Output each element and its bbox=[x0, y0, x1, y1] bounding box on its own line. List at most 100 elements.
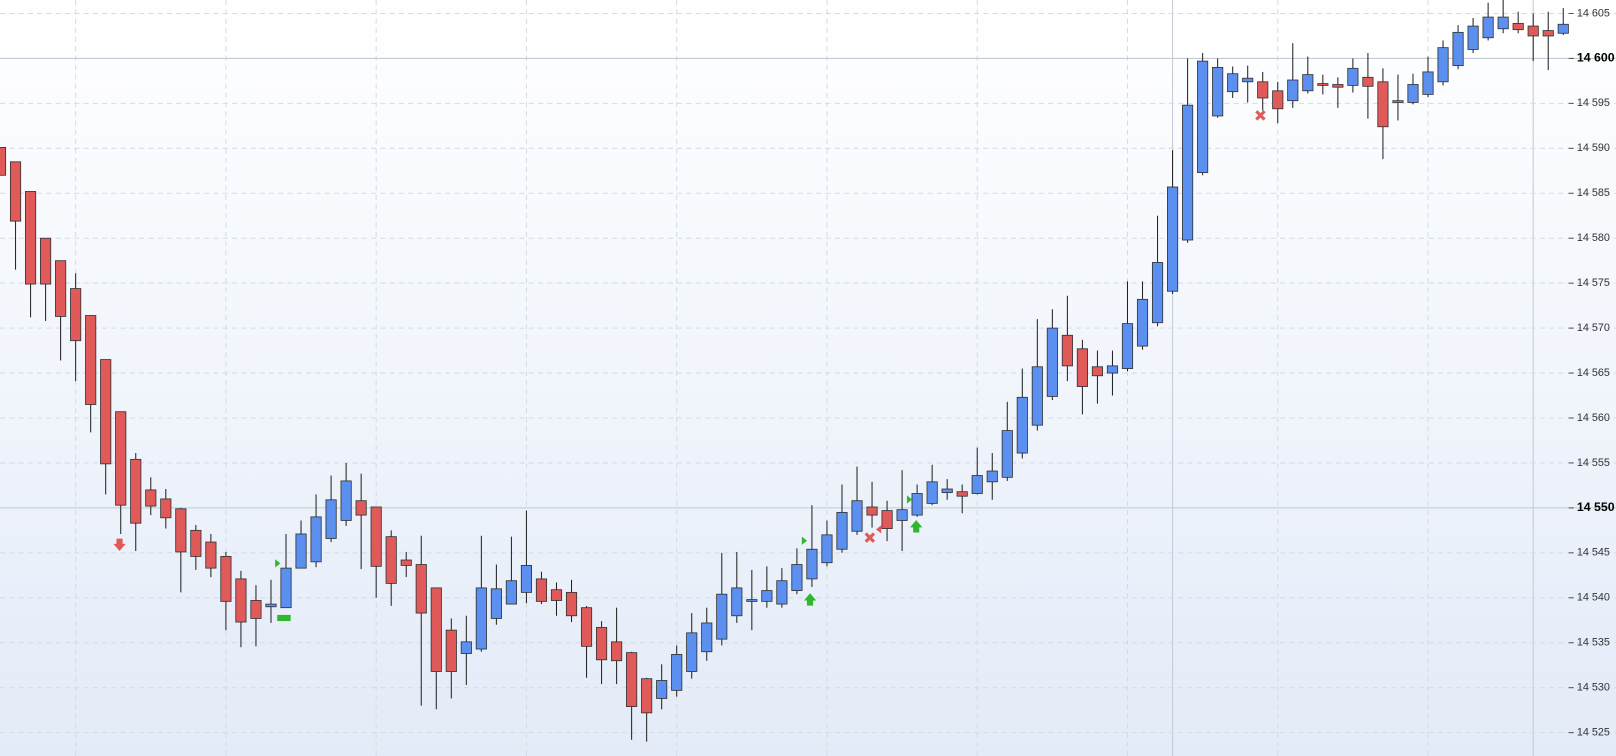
y-tick-label: 14 590 bbox=[1577, 142, 1610, 154]
candle-body bbox=[1182, 104, 1194, 241]
candle-body bbox=[611, 641, 623, 662]
candle-body bbox=[1151, 262, 1164, 324]
candle-body bbox=[1392, 100, 1404, 103]
signal-triangle bbox=[275, 559, 281, 568]
candle-body bbox=[1437, 47, 1449, 83]
candle-body bbox=[821, 534, 833, 564]
y-tick-label: 14 575 bbox=[1577, 277, 1610, 289]
candle-body bbox=[1287, 79, 1299, 102]
candle-body bbox=[731, 587, 743, 617]
candle-body bbox=[1497, 16, 1509, 30]
candle-body bbox=[475, 587, 487, 650]
buy-arrow bbox=[803, 593, 817, 606]
candle-body bbox=[926, 481, 938, 504]
candle-body bbox=[1557, 23, 1569, 34]
candle-body bbox=[596, 627, 608, 661]
y-tick-label: 14 570 bbox=[1577, 322, 1610, 334]
candle-body bbox=[1197, 60, 1209, 174]
candle-body bbox=[445, 629, 457, 672]
candle-body bbox=[55, 260, 67, 317]
candle-body bbox=[881, 510, 893, 529]
candle-body bbox=[160, 498, 172, 519]
candle-body bbox=[355, 500, 367, 516]
y-tick-label: 14 535 bbox=[1577, 637, 1610, 649]
candle-body bbox=[851, 500, 863, 532]
candle-body bbox=[1076, 348, 1088, 387]
candle-body bbox=[295, 533, 307, 569]
candle-body bbox=[145, 489, 157, 507]
candle-body bbox=[520, 565, 533, 593]
candle-body bbox=[415, 564, 427, 614]
candle-body bbox=[1482, 16, 1494, 39]
candle-body bbox=[250, 600, 262, 619]
candle-body bbox=[25, 191, 37, 285]
candle-body bbox=[1257, 81, 1269, 99]
candle-body bbox=[280, 567, 292, 609]
candle-body bbox=[1016, 396, 1028, 454]
candle-body bbox=[220, 556, 232, 602]
candle-body bbox=[776, 580, 788, 605]
candle-body bbox=[535, 578, 548, 602]
candle-body bbox=[1031, 366, 1043, 426]
y-tick-label: 14 550 bbox=[1577, 500, 1615, 514]
candle-body bbox=[460, 641, 472, 654]
candle-body bbox=[9, 161, 22, 222]
y-tick-label: 14 600 bbox=[1577, 51, 1615, 65]
exit-mark bbox=[1255, 110, 1266, 121]
candle-body bbox=[641, 678, 653, 714]
signal-triangle bbox=[801, 536, 807, 545]
y-tick-label: 14 595 bbox=[1577, 97, 1610, 109]
candle-body bbox=[986, 470, 998, 483]
candle-body bbox=[1136, 298, 1149, 347]
candle-body bbox=[1001, 430, 1013, 478]
candle-body bbox=[265, 603, 277, 608]
candle-body bbox=[385, 536, 397, 584]
candle-body bbox=[671, 654, 683, 691]
candle-body bbox=[400, 559, 412, 566]
candle-body bbox=[370, 506, 382, 567]
buy-arrow bbox=[910, 520, 923, 533]
candle-body bbox=[1407, 84, 1419, 103]
candle-body bbox=[325, 499, 337, 539]
candle-body bbox=[761, 590, 773, 602]
y-tick-label: 14 530 bbox=[1577, 682, 1610, 694]
candle-body bbox=[40, 237, 52, 285]
candle-body bbox=[1362, 76, 1374, 87]
candle-body bbox=[656, 680, 668, 699]
candle-body bbox=[130, 458, 142, 524]
candle-body bbox=[716, 593, 728, 640]
y-tick-label: 14 565 bbox=[1577, 367, 1610, 379]
exit-mark bbox=[864, 532, 876, 543]
candle-body bbox=[1212, 67, 1224, 117]
candle-body bbox=[1317, 83, 1329, 86]
y-tick-label: 14 585 bbox=[1577, 187, 1610, 199]
candle-body bbox=[911, 493, 923, 516]
candle-body bbox=[100, 359, 112, 465]
candle-body bbox=[1422, 71, 1434, 95]
candle-body bbox=[941, 488, 953, 494]
candle-body bbox=[1227, 73, 1239, 93]
candle-body bbox=[505, 580, 517, 605]
candle-body bbox=[1512, 22, 1524, 31]
y-tick-label: 14 540 bbox=[1577, 592, 1610, 604]
candle-body bbox=[1167, 186, 1179, 292]
y-tick-label: 14 580 bbox=[1577, 232, 1610, 244]
candle-body bbox=[70, 288, 82, 342]
sell-arrow bbox=[113, 538, 126, 552]
y-tick-label: 14 560 bbox=[1577, 412, 1610, 424]
signal-markers bbox=[113, 110, 1266, 622]
candle-body bbox=[565, 591, 578, 617]
candle-body bbox=[310, 516, 322, 563]
candle-body bbox=[1091, 366, 1104, 377]
candle-body bbox=[1302, 74, 1314, 92]
candle-body bbox=[0, 147, 7, 176]
candle-body bbox=[115, 411, 127, 506]
candle-body bbox=[1106, 365, 1119, 374]
candle-body bbox=[626, 652, 638, 707]
candle-body bbox=[971, 475, 983, 494]
candle-body bbox=[1527, 25, 1539, 37]
candle-body bbox=[836, 511, 848, 550]
candle-body bbox=[85, 315, 97, 405]
candle-body bbox=[190, 529, 202, 557]
